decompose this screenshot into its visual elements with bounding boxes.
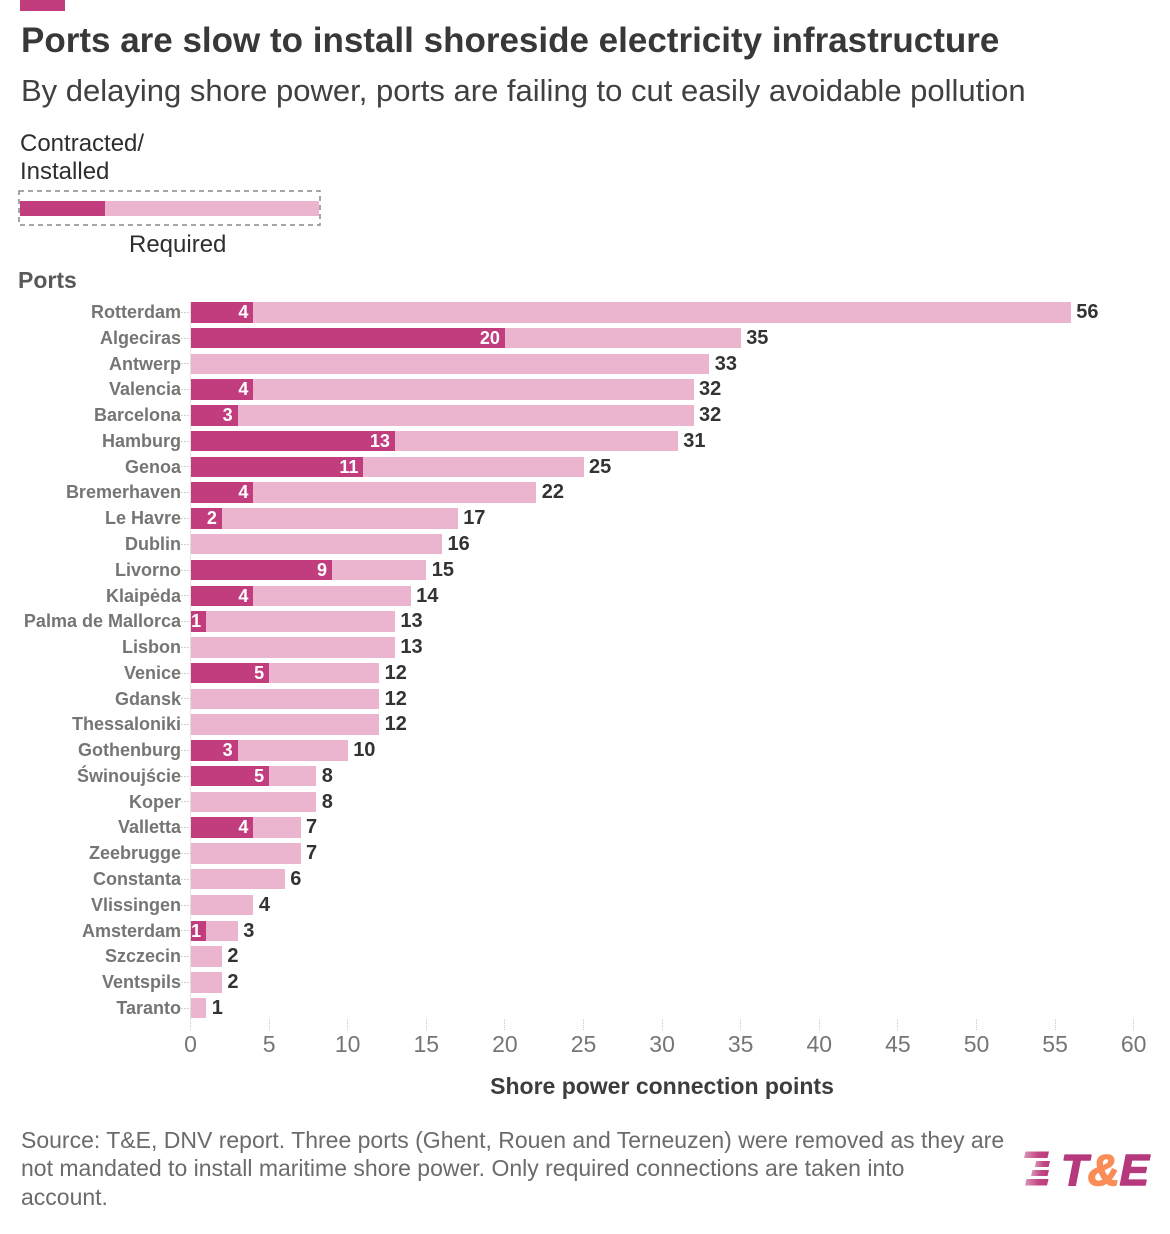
svg-text:T&E: T&E [1061,1146,1151,1195]
